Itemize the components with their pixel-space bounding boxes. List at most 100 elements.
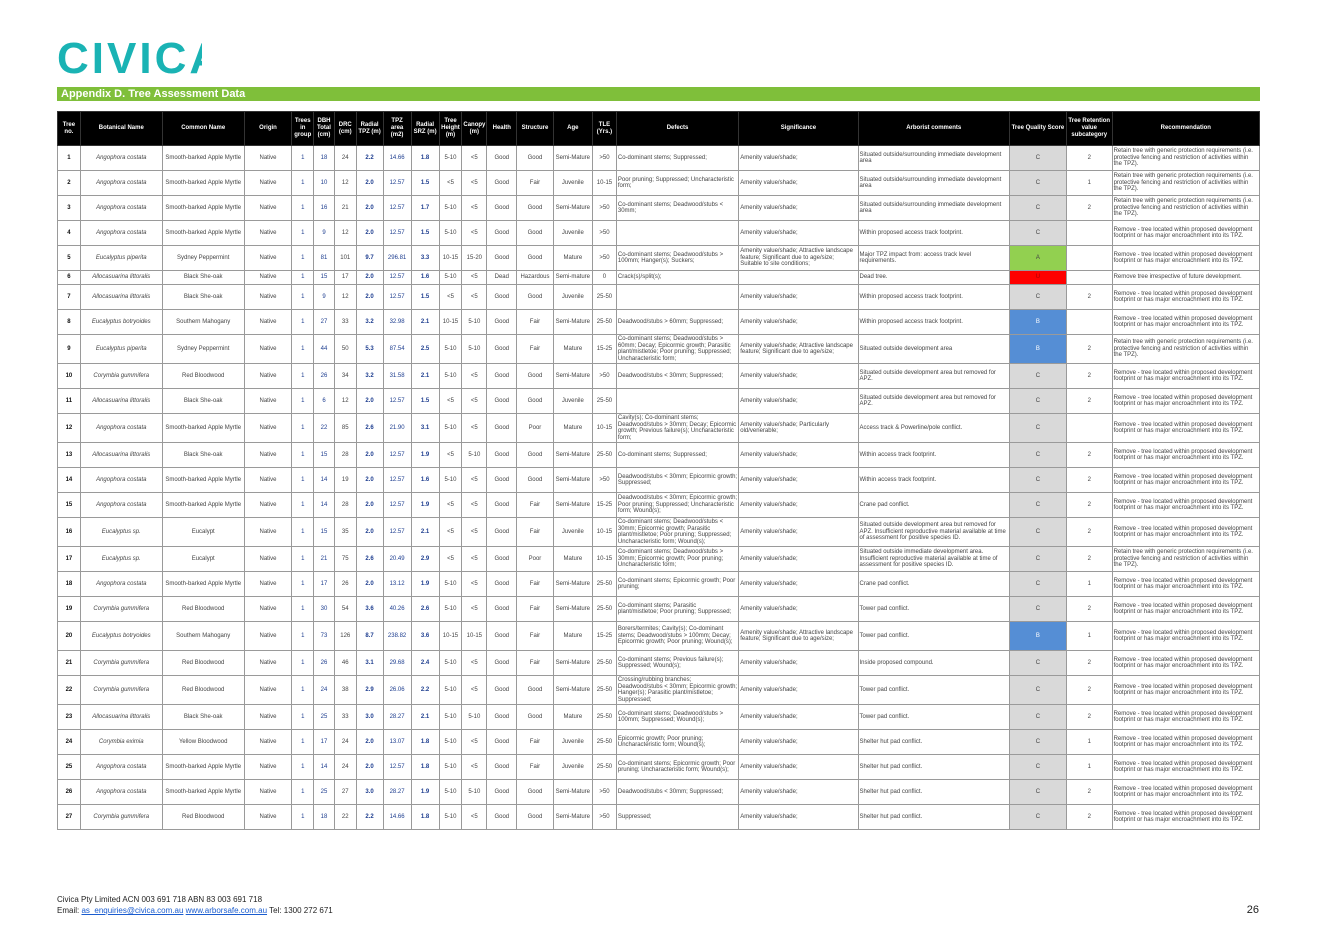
significance-cell: Amenity value/shade; [738, 517, 859, 547]
arborist-comments-cell: Situated outside/surrounding immediate d… [857, 195, 1010, 221]
email-link[interactable]: as_enquiries@civica.com.au [81, 906, 184, 915]
trees-in-group-cell: 1 [291, 245, 315, 271]
tree-no-cell: 21 [57, 650, 81, 676]
health-cell: Good [486, 675, 518, 705]
tree-quality-score-cell: U [1008, 270, 1067, 285]
tpz-area-cell: 12.57 [382, 270, 412, 285]
recommendation-cell: Remove - tree located within proposed de… [1111, 245, 1261, 271]
canopy-cell: <5 [461, 467, 488, 493]
botanical-name-cell: Allocasuarina littoralis [79, 388, 163, 414]
tree-height-cell: 5-10 [438, 145, 463, 171]
structure-cell: Good [516, 704, 554, 730]
tle-cell: 25-50 [592, 596, 617, 622]
website-link[interactable]: www.arborsafe.com.au [185, 906, 268, 915]
origin-cell: Native [243, 220, 293, 246]
tree-height-cell: 10-15 [438, 309, 463, 335]
tle-cell: 10-15 [592, 170, 617, 196]
trees-in-group-cell: 1 [291, 675, 315, 705]
table-row: 19 Corymbia gummifera Red Bloodwood Native 1… [57, 596, 1261, 622]
trees-in-group-cell: 1 [291, 467, 315, 493]
retention-subcategory-cell: 1 [1065, 729, 1113, 755]
tree-assessment-table: Tree no. Botanical Name Common Name Origin T… [57, 111, 1261, 830]
trees-in-group-cell: 1 [291, 334, 315, 364]
drc-cell: 24 [333, 754, 357, 780]
dbh-total-cell: 25 [313, 704, 335, 730]
column-header: Origin [243, 111, 293, 146]
health-cell: Good [486, 413, 518, 443]
dbh-total-cell: 15 [313, 442, 335, 468]
radial-tpz-cell: 2.0 [355, 284, 384, 310]
tle-cell: >50 [592, 220, 617, 246]
common-name-cell: Eucalypt [161, 546, 245, 572]
tree-no-cell: 22 [57, 675, 81, 705]
drc-cell: 17 [333, 270, 357, 285]
drc-cell: 38 [333, 675, 357, 705]
radial-tpz-cell: 2.0 [355, 467, 384, 493]
table-row: 16 Eucalyptus sp. Eucalypt Native 1 15 35 2.0 12… [57, 517, 1261, 547]
structure-cell: Fair [516, 170, 554, 196]
tree-no-cell: 14 [57, 467, 81, 493]
common-name-cell: Smooth-barked Apple Myrtle [161, 571, 245, 597]
significance-cell: Amenity value/shade; [738, 467, 859, 493]
common-name-cell: Black She-oak [161, 704, 245, 730]
tree-height-cell: <5 [438, 546, 463, 572]
significance-cell: Amenity value/shade; [738, 309, 859, 335]
health-cell: Good [486, 284, 518, 310]
email-label: Email: [57, 906, 80, 915]
tpz-area-cell: 12.57 [382, 517, 412, 547]
column-header: Canopy (m) [461, 111, 488, 146]
tree-no-cell: 9 [57, 334, 81, 364]
health-cell: Good [486, 517, 518, 547]
tree-no-cell: 23 [57, 704, 81, 730]
significance-cell: Amenity value/shade; [738, 220, 859, 246]
tree-height-cell: 10-15 [438, 621, 463, 651]
age-cell: Juvenile [552, 517, 594, 547]
age-cell: Juvenile [552, 170, 594, 196]
tree-height-cell: 5-10 [438, 195, 463, 221]
age-cell: Semi-Mature [552, 467, 594, 493]
radial-srz-cell: 1.9 [410, 442, 440, 468]
structure-cell: Hazardous [516, 270, 554, 285]
dbh-total-cell: 18 [313, 804, 335, 830]
age-cell: Juvenile [552, 284, 594, 310]
retention-subcategory-cell: 2 [1065, 596, 1113, 622]
origin-cell: Native [243, 413, 293, 443]
significance-cell: Amenity value/shade; [738, 754, 859, 780]
dbh-total-cell: 21 [313, 546, 335, 572]
canopy-cell: <5 [461, 170, 488, 196]
age-cell: Mature [552, 413, 594, 443]
origin-cell: Native [243, 284, 293, 310]
tree-quality-score-cell: B [1008, 334, 1067, 364]
significance-cell: Amenity value/shade; [738, 596, 859, 622]
origin-cell: Native [243, 309, 293, 335]
canopy-cell: 10-15 [461, 621, 488, 651]
tle-cell: 25-50 [592, 675, 617, 705]
health-cell: Good [486, 779, 518, 805]
arborist-comments-cell: Within access track footprint. [857, 442, 1010, 468]
retention-subcategory-cell: 2 [1065, 467, 1113, 493]
retention-subcategory-cell: 2 [1065, 195, 1113, 221]
tpz-area-cell: 12.57 [382, 220, 412, 246]
tree-quality-score-cell: C [1008, 804, 1067, 830]
canopy-cell: 5-10 [461, 334, 488, 364]
common-name-cell: Red Bloodwood [161, 596, 245, 622]
arborist-comments-cell: Shelter hut pad conflict. [857, 729, 1010, 755]
health-cell: Good [486, 467, 518, 493]
significance-cell: Amenity value/shade; [738, 675, 859, 705]
health-cell: Good [486, 596, 518, 622]
recommendation-cell: Retain tree with generic protection requ… [1111, 334, 1261, 364]
telephone: Tel: 1300 272 671 [269, 906, 333, 915]
significance-cell: Amenity value/shade; [738, 571, 859, 597]
arborist-comments-cell: Crane pad conflict. [857, 492, 1010, 518]
health-cell: Good [486, 754, 518, 780]
dbh-total-cell: 25 [313, 779, 335, 805]
structure-cell: Good [516, 675, 554, 705]
radial-srz-cell: 1.5 [410, 220, 440, 246]
tree-height-cell: 5-10 [438, 779, 463, 805]
origin-cell: Native [243, 704, 293, 730]
canopy-cell: <5 [461, 145, 488, 171]
recommendation-cell: Retain tree with generic protection requ… [1111, 170, 1261, 196]
drc-cell: 126 [333, 621, 357, 651]
botanical-name-cell: Allocasuarina littoralis [79, 284, 163, 310]
arborist-comments-cell: Dead tree. [857, 270, 1010, 285]
